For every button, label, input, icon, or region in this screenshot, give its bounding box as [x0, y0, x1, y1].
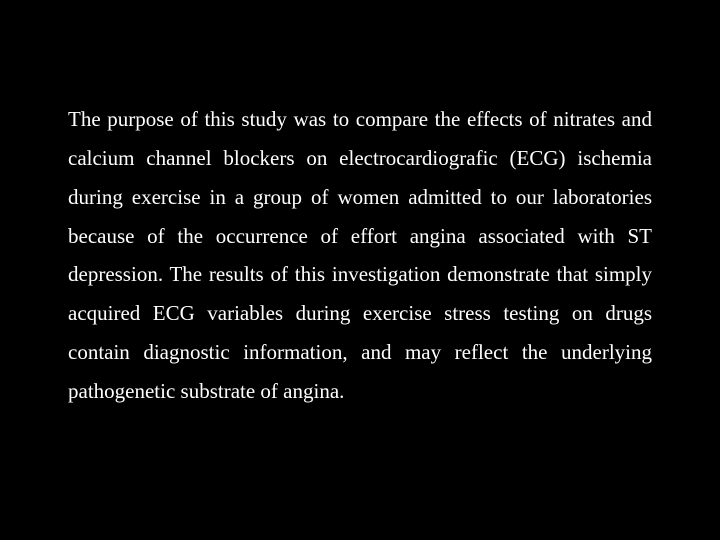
body-paragraph: The purpose of this study was to compare…	[68, 100, 652, 411]
slide-container: The purpose of this study was to compare…	[0, 0, 720, 540]
